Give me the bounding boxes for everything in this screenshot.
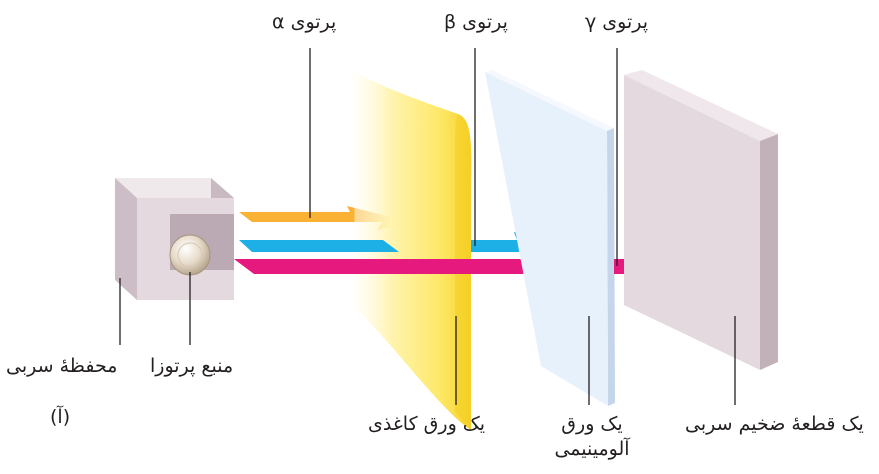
radioactive-source-ring — [177, 242, 203, 268]
alpha-ray-label: پرتوی α — [272, 11, 337, 33]
lead-block — [624, 70, 778, 370]
lead-container — [115, 178, 234, 300]
aluminum-sheet — [485, 70, 615, 406]
paper-sheet-label: یک ورق کاغذی — [368, 413, 486, 435]
part-a-label: (آ) — [50, 406, 71, 428]
lead-block-label: یک قطعهٔ ضخیم سربی — [685, 413, 864, 435]
leader-lines — [119, 48, 736, 405]
gamma-ray-arrow-part1 — [234, 259, 538, 274]
aluminum-sheet-label-line1: یک ورق — [561, 413, 623, 435]
aluminum-sheet-label-line2: آلومینیمی — [554, 437, 630, 460]
radioactive-source-ball — [169, 234, 211, 276]
lead-container-label: محفظهٔ سربی — [6, 355, 118, 377]
gamma-ray-label: پرتوی γ — [585, 11, 649, 33]
aluminum-sheet-label: یک ورق آلومینیمی — [540, 412, 644, 461]
radioactive-source-label: منبع پرتوزا — [150, 355, 234, 377]
beta-ray-label: پرتوی β — [444, 11, 508, 33]
beta-ray-arrow-part1 — [239, 240, 399, 252]
